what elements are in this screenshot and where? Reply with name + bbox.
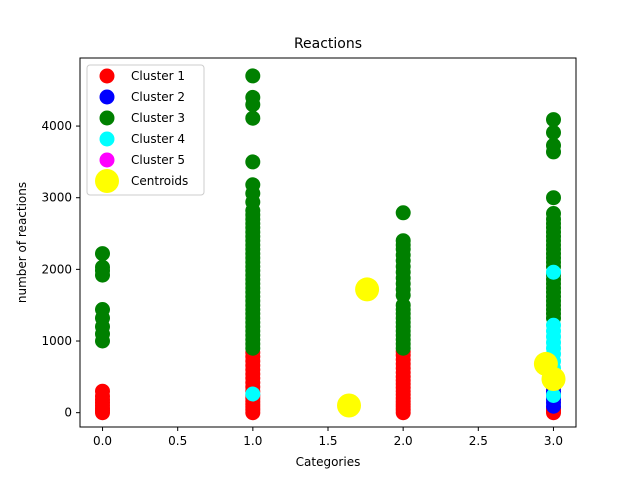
y-tick-label: 2000 <box>41 262 72 276</box>
x-axis-label: Categories <box>296 455 361 469</box>
points-layer <box>95 68 561 421</box>
legend: Cluster 1 Cluster 2 Cluster 3 Cluster 4 Clus… <box>86 64 205 196</box>
data-point <box>245 89 261 105</box>
y-tick-label: 4000 <box>41 119 72 133</box>
legend-label: Cluster 2 <box>131 90 185 104</box>
legend-marker <box>99 68 115 84</box>
legend-marker <box>99 131 115 147</box>
data-point <box>95 259 110 275</box>
legend-label: Cluster 4 <box>131 132 185 146</box>
x-tick-label: 1.5 <box>318 434 337 448</box>
data-point <box>95 302 110 317</box>
legend-label: Cluster 5 <box>131 153 185 167</box>
data-point <box>546 206 561 221</box>
legend-label: Cluster 1 <box>131 69 185 83</box>
data-point <box>245 68 261 84</box>
legend-marker <box>95 169 119 193</box>
legend-box <box>86 64 205 196</box>
y-tick-label: 3000 <box>41 191 72 205</box>
data-point <box>546 190 561 206</box>
legend-marker <box>99 152 115 168</box>
y-tick-label: 1000 <box>41 334 72 348</box>
data-point <box>546 388 561 403</box>
data-point <box>546 264 561 280</box>
legend-marker <box>99 89 115 105</box>
data-point <box>546 112 561 128</box>
x-axis: 0.0 0.5 1.0 1.5 2.0 2.5 3.0 <box>93 427 563 448</box>
y-axis: 0 1000 2000 3000 4000 <box>41 119 80 420</box>
data-point <box>546 137 561 153</box>
centroid-point <box>541 367 566 391</box>
data-point <box>546 125 561 140</box>
data-point <box>245 110 261 126</box>
x-tick-label: 0.0 <box>93 434 112 448</box>
centroid-layer <box>337 277 566 418</box>
chart-title: Reactions <box>294 36 362 52</box>
data-point <box>95 246 110 262</box>
x-tick-label: 2.0 <box>394 434 413 448</box>
x-tick-label: 2.5 <box>469 434 488 448</box>
data-point <box>245 154 261 170</box>
x-tick-label: 3.0 <box>544 434 563 448</box>
y-tick-label: 0 <box>64 406 72 420</box>
legend-label: Centroids <box>131 174 188 188</box>
data-point <box>395 205 411 221</box>
data-point <box>95 383 110 399</box>
centroid-point <box>337 393 361 418</box>
x-tick-label: 0.5 <box>168 434 187 448</box>
data-point <box>245 386 261 402</box>
y-axis-label: number of reactions <box>15 182 29 303</box>
x-tick-label: 1.0 <box>243 434 262 448</box>
legend-marker <box>99 110 115 126</box>
data-point <box>546 317 561 333</box>
legend-label: Cluster 3 <box>131 111 185 125</box>
data-point <box>395 233 411 249</box>
centroid-point <box>355 277 380 302</box>
data-point <box>245 177 261 193</box>
